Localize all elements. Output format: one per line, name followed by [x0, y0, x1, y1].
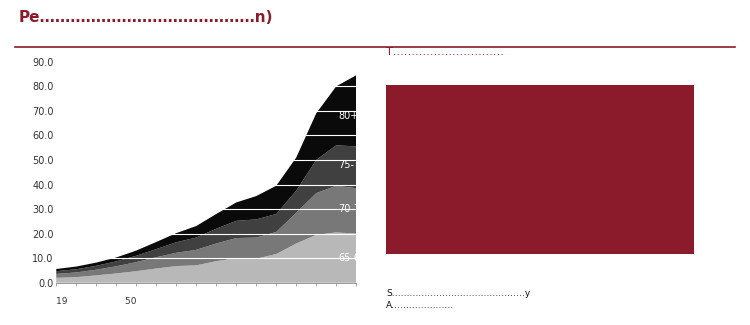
Text: 70-74: 70-74 — [338, 204, 367, 214]
Text: 19                    50: 19 50 — [56, 297, 136, 306]
Text: 65-69: 65-69 — [338, 253, 366, 263]
Text: T…………………………: T………………………… — [386, 47, 504, 57]
Text: 80+: 80+ — [338, 111, 358, 121]
Text: F…………………………………d
8…………………………………
t………………………………0
a…………………………………: F…………………………………d 8………………………………… t……………………… — [386, 145, 544, 199]
Text: 75-79: 75-79 — [338, 161, 367, 171]
Text: Pe……………………………………n): Pe……………………………………n) — [19, 10, 273, 25]
Text: S………………………………………y
A…………………: S………………………………………y A………………… — [386, 289, 530, 310]
